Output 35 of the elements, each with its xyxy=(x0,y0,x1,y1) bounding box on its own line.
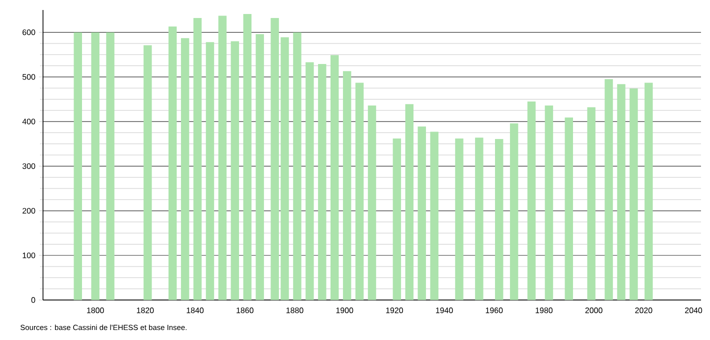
bar xyxy=(256,34,264,300)
bar xyxy=(368,105,376,300)
bar xyxy=(475,138,484,300)
bar xyxy=(218,16,227,300)
bar xyxy=(544,105,554,300)
bar xyxy=(587,107,596,300)
bar xyxy=(392,138,402,300)
bar xyxy=(564,118,574,300)
bar xyxy=(495,138,504,300)
bar xyxy=(430,132,438,300)
bar xyxy=(180,38,190,300)
bar xyxy=(91,32,100,300)
bar xyxy=(644,82,653,300)
bar xyxy=(510,123,518,300)
bar xyxy=(405,104,414,300)
bar xyxy=(306,62,314,300)
bar xyxy=(230,41,240,300)
bar xyxy=(168,26,177,300)
bar xyxy=(617,84,626,300)
bar xyxy=(455,138,464,300)
bar xyxy=(206,42,214,300)
bar xyxy=(355,82,364,300)
bar xyxy=(144,45,152,300)
bar xyxy=(630,88,638,300)
bar xyxy=(418,126,426,300)
bar xyxy=(342,71,352,300)
bar xyxy=(318,64,326,300)
bar xyxy=(293,32,302,300)
bar xyxy=(193,18,202,300)
bar xyxy=(106,32,114,300)
bar xyxy=(527,101,536,300)
bar xyxy=(243,14,252,300)
bar xyxy=(330,55,339,300)
bar xyxy=(74,32,82,300)
bar xyxy=(604,79,613,300)
